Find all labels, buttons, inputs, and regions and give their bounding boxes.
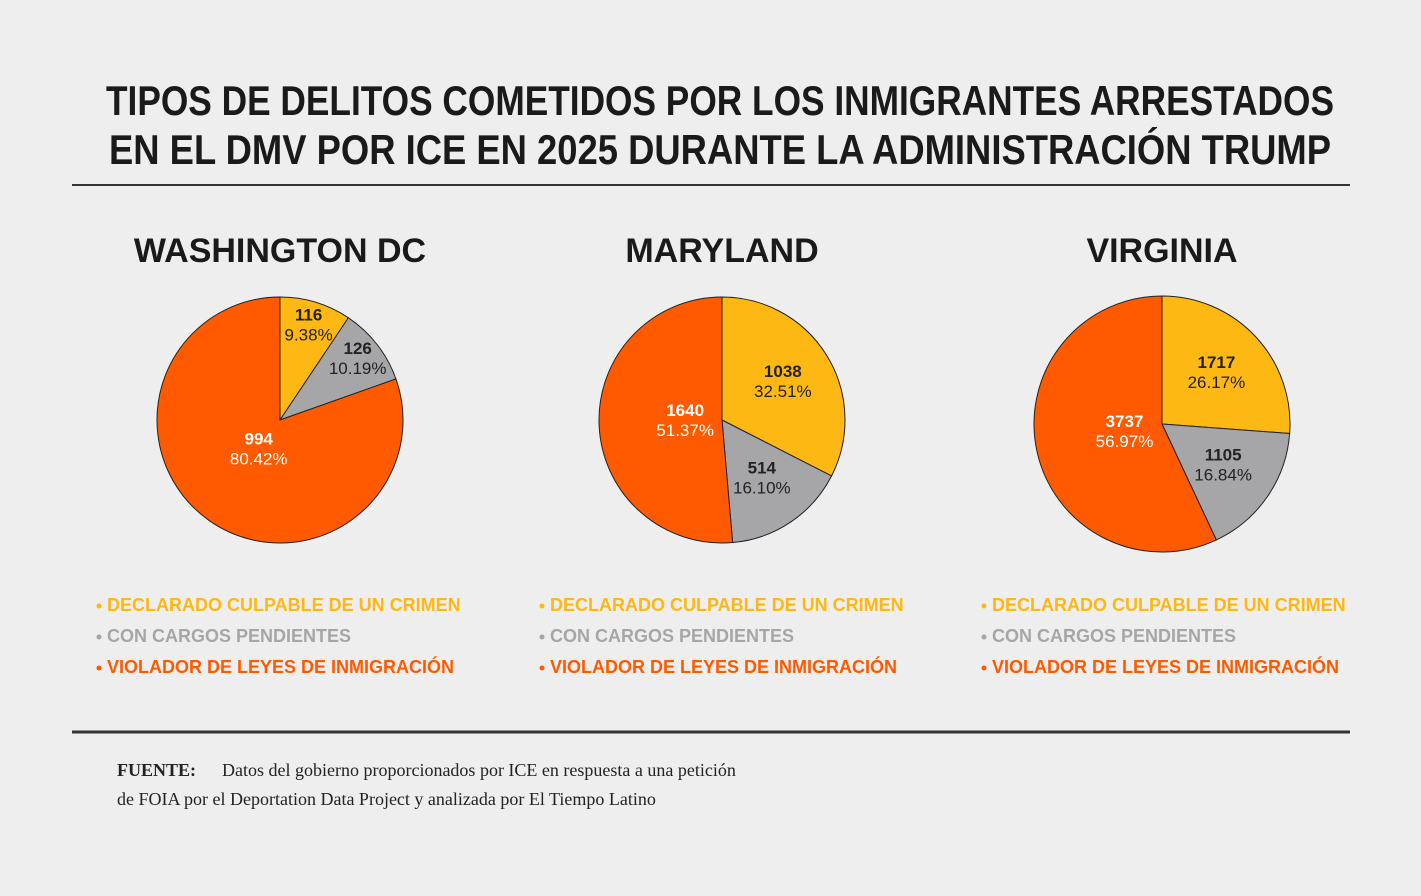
legend-bullet [539, 665, 545, 671]
source-text: de FOIA por el Deportation Data Project … [117, 789, 656, 809]
pie-slice [1161, 295, 1291, 434]
percent-label: 16.84% [1194, 466, 1252, 485]
pie-slice [156, 296, 404, 544]
percent-label: 32.51% [754, 382, 812, 401]
legend-bullet [96, 634, 102, 640]
legend-label: VIOLADOR DE LEYES DE INMIGRACIÓN [992, 656, 1339, 677]
legend-label: CON CARGOS PENDIENTES [107, 626, 351, 646]
pie-slice [1161, 423, 1291, 541]
value-label: 514 [748, 459, 777, 478]
legend-bullet [96, 665, 102, 671]
legend-label: DECLARADO CULPABLE DE UN CRIMEN [992, 595, 1346, 615]
pie-slice [278, 317, 397, 421]
value-label: 1640 [666, 401, 704, 420]
percent-label: 16.10% [733, 479, 791, 498]
legend-label: VIOLADOR DE LEYES DE INMIGRACIÓN [107, 656, 454, 677]
source-label: FUENTE: [117, 760, 196, 780]
value-label: 1038 [764, 362, 802, 381]
value-label: 1105 [1205, 446, 1242, 465]
percent-label: 9.38% [284, 325, 332, 344]
value-label: 3737 [1106, 412, 1144, 431]
pie-title: WASHINGTON DC [134, 232, 426, 270]
pie-title: MARYLAND [625, 232, 818, 270]
percent-label: 51.37% [656, 421, 714, 440]
legend-label: VIOLADOR DE LEYES DE INMIGRACIÓN [550, 656, 897, 677]
percent-label: 10.19% [329, 359, 387, 378]
value-label: 1717 [1197, 353, 1235, 372]
value-label: 116 [295, 305, 322, 324]
legend-label: DECLARADO CULPABLE DE UN CRIMEN [550, 595, 904, 615]
pie-slice [598, 296, 734, 544]
pie-slice [721, 296, 846, 477]
title-line: TIPOS DE DELITOS COMETIDOS POR LOS INMIG… [106, 77, 1334, 124]
legend-bullet [539, 603, 545, 609]
legend-bullet [96, 603, 102, 609]
legend-bullet [981, 603, 987, 609]
pie-slice [1033, 295, 1217, 553]
title-line: EN EL DMV POR ICE EN 2025 DURANTE LA ADM… [109, 125, 1331, 173]
legend-bullet [539, 634, 545, 640]
percent-label: 26.17% [1188, 373, 1246, 392]
percent-label: 80.42% [230, 450, 288, 469]
source-text: Datos del gobierno proporcionados por IC… [222, 760, 736, 780]
legend-label: CON CARGOS PENDIENTES [992, 626, 1236, 646]
legend-label: CON CARGOS PENDIENTES [550, 626, 794, 646]
legend-bullet [981, 665, 987, 671]
legend-bullet [981, 634, 987, 640]
legend-label: DECLARADO CULPABLE DE UN CRIMEN [107, 595, 461, 615]
percent-label: 56.97% [1096, 432, 1154, 451]
value-label: 994 [245, 430, 274, 449]
value-label: 126 [343, 339, 371, 358]
pie-slice [721, 419, 833, 544]
pie-title: VIRGINIA [1086, 232, 1237, 270]
